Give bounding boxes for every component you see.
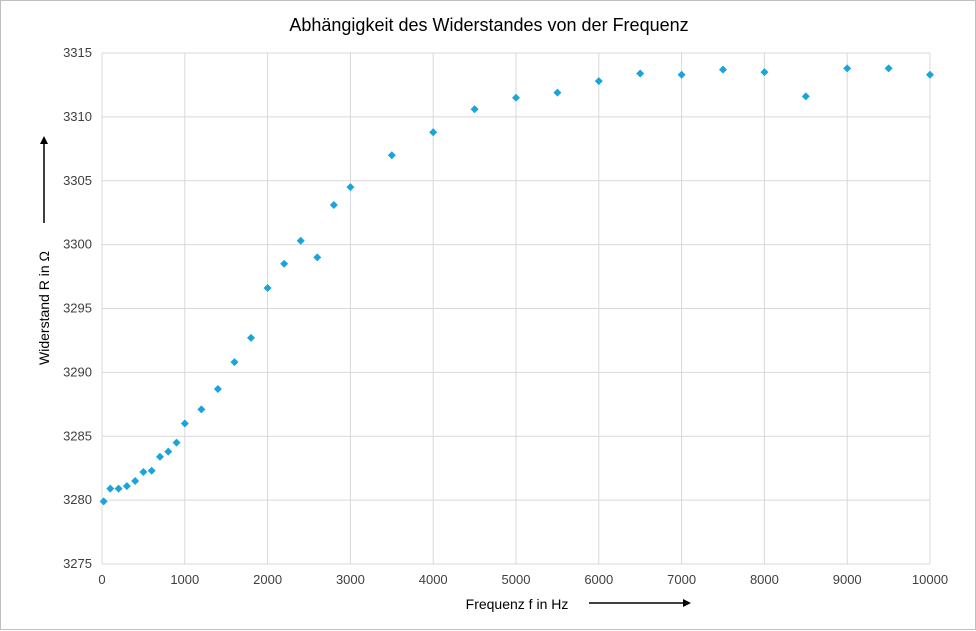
x-tick-label: 6000: [584, 572, 613, 587]
data-point: [760, 68, 769, 77]
data-point: [843, 64, 852, 73]
data-points: [99, 64, 934, 506]
x-tick-label: 2000: [253, 572, 282, 587]
data-point: [230, 358, 239, 367]
data-point: [677, 70, 686, 79]
y-tick-label: 3275: [63, 556, 92, 571]
data-point: [313, 253, 322, 262]
y-tick-label: 3310: [63, 109, 92, 124]
data-point: [553, 88, 562, 97]
data-point: [263, 284, 272, 293]
x-tick-label: 0: [98, 572, 105, 587]
data-point: [387, 151, 396, 160]
data-point: [213, 384, 222, 393]
x-tick-label: 9000: [833, 572, 862, 587]
data-point: [247, 333, 256, 342]
data-point: [180, 419, 189, 428]
data-point: [884, 64, 893, 73]
x-axis-label: Frequenz f in Hz: [466, 596, 569, 612]
data-point: [719, 65, 727, 74]
data-point: [147, 466, 156, 475]
data-point: [280, 259, 289, 268]
chart-title: Abhängigkeit des Widerstandes von der Fr…: [289, 15, 688, 35]
data-point: [131, 476, 140, 485]
data-point: [164, 447, 173, 456]
y-axis-label: Widerstand R in Ω: [36, 251, 52, 365]
data-point: [801, 92, 810, 101]
data-point: [172, 438, 181, 447]
data-point: [122, 482, 131, 491]
y-tick-label: 3295: [63, 301, 92, 316]
tick-labels: 3275 3280 3285 3290 3295 3300 3305 3310 3315 0 100…: [63, 45, 948, 587]
y-tick-label: 3290: [63, 364, 92, 379]
x-tick-label: 7000: [667, 572, 696, 587]
x-tick-label: 4000: [419, 572, 448, 587]
x-tick-label: 8000: [750, 572, 779, 587]
y-tick-label: 3315: [63, 45, 92, 60]
y-tick-label: 3285: [63, 428, 92, 443]
data-point: [346, 183, 355, 192]
x-tick-label: 1000: [170, 572, 199, 587]
data-point: [594, 77, 603, 86]
data-point: [197, 405, 206, 414]
data-point: [926, 70, 934, 79]
x-tick-label: 5000: [502, 572, 531, 587]
data-point: [470, 105, 479, 114]
data-point: [329, 201, 338, 210]
grid-lines: [101, 52, 931, 565]
x-tick-label: 3000: [336, 572, 365, 587]
data-point: [512, 93, 520, 102]
data-point: [296, 236, 305, 245]
y-tick-label: 3280: [63, 492, 92, 507]
x-tick-label: 10000: [912, 572, 948, 587]
data-point: [106, 484, 115, 493]
data-point: [114, 484, 123, 493]
data-point: [429, 128, 438, 137]
y-tick-label: 3300: [63, 237, 92, 252]
data-point: [99, 497, 108, 506]
data-point: [139, 468, 148, 477]
data-point: [155, 452, 164, 461]
data-point: [636, 69, 645, 78]
y-tick-label: 3305: [63, 173, 92, 188]
